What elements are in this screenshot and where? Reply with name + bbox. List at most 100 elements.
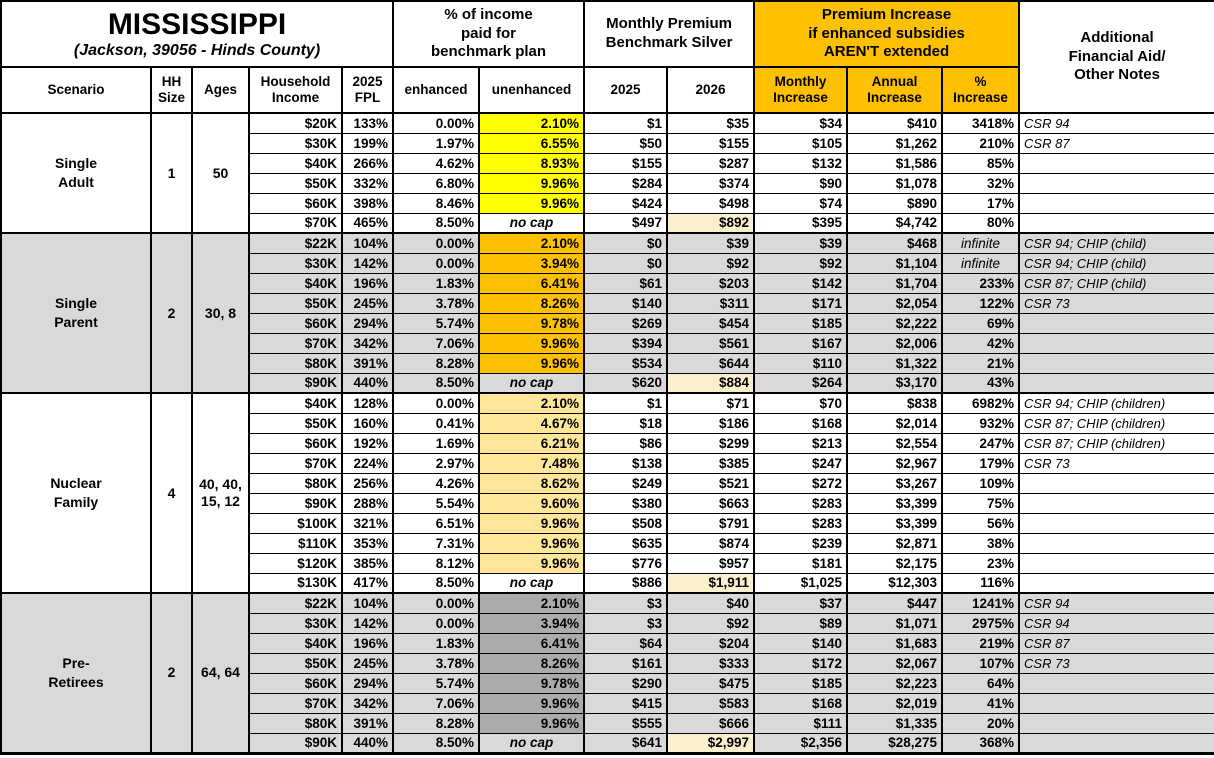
cell-household-income: $80K xyxy=(248,352,343,374)
cell-unenhanced-pct: 2.10% xyxy=(478,112,586,134)
cell-enhanced-pct: 5.74% xyxy=(392,312,481,334)
cell-pct-increase: 42% xyxy=(941,332,1021,354)
cell-pct-increase: 107% xyxy=(941,652,1021,674)
cell-monthly-increase: $2,356 xyxy=(753,732,849,754)
table-row: Single Adult 1 50 $20K 133% 0.00% 2.10% $1 $35 $3… xyxy=(0,112,1214,234)
hh-size-cell: 2 xyxy=(150,592,193,754)
cell-enhanced-pct: 8.50% xyxy=(392,732,481,754)
cell-premium-2026: $39 xyxy=(666,232,756,254)
cell-pct-increase: 109% xyxy=(941,472,1021,494)
cell-enhanced-pct: 7.31% xyxy=(392,532,481,554)
cell-fpl: 142% xyxy=(340,612,395,634)
cell-unenhanced-pct: 9.96% xyxy=(478,332,586,354)
cell-premium-2026: $521 xyxy=(666,472,756,494)
cell-monthly-increase: $37 xyxy=(753,592,849,614)
cell-household-income: $70K xyxy=(248,692,343,714)
col-scenario: Scenario xyxy=(0,66,152,114)
table-row: $60K 192% 1.69% 6.21% $86 $299 $213 $2,554 247% C… xyxy=(1,432,1214,454)
cell-premium-2025: $0 xyxy=(583,232,669,254)
cell-annual-increase: $1,262 xyxy=(846,132,944,154)
cell-monthly-increase: $90 xyxy=(753,172,849,194)
cell-premium-2025: $155 xyxy=(583,152,669,174)
cell-premium-2026: $561 xyxy=(666,332,756,354)
cell-fpl: 321% xyxy=(340,512,395,534)
cell-enhanced-pct: 3.78% xyxy=(392,292,481,314)
cell-enhanced-pct: 0.00% xyxy=(392,252,481,274)
cell-notes: CSR 94; CHIP (child) xyxy=(1018,232,1214,254)
cell-notes xyxy=(1018,672,1214,694)
cell-enhanced-pct: 8.50% xyxy=(392,212,481,234)
ages-cell: 50 xyxy=(191,112,250,234)
cell-household-income: $120K xyxy=(248,552,343,574)
group-monthly-premium: Monthly Premium Benchmark Silver xyxy=(583,0,756,68)
cell-unenhanced-pct: 3.94% xyxy=(478,252,586,274)
cell-premium-2025: $86 xyxy=(583,432,669,454)
cell-household-income: $50K xyxy=(248,412,343,434)
cell-premium-2026: $475 xyxy=(666,672,756,694)
cell-household-income: $22K xyxy=(248,232,343,254)
cell-fpl: 224% xyxy=(340,452,395,474)
cell-pct-increase: 247% xyxy=(941,432,1021,454)
cell-unenhanced-pct: 3.94% xyxy=(478,612,586,634)
cell-premium-2025: $140 xyxy=(583,292,669,314)
cell-unenhanced-pct: no cap xyxy=(478,212,586,234)
col-premium-2026: 2026 xyxy=(666,66,756,114)
cell-household-income: $60K xyxy=(248,192,343,214)
table-row: $30K 142% 0.00% 3.94% $3 $92 $89 $1,071 2975% CSR… xyxy=(1,612,1214,634)
cell-notes: CSR 73 xyxy=(1018,652,1214,674)
cell-fpl: 266% xyxy=(340,152,395,174)
cell-pct-increase: 368% xyxy=(941,732,1021,754)
cell-annual-increase: $2,006 xyxy=(846,332,944,354)
cell-premium-2025: $620 xyxy=(583,372,669,394)
cell-monthly-increase: $239 xyxy=(753,532,849,554)
cell-premium-2026: $791 xyxy=(666,512,756,534)
table-row: Nuclear Family 4 40, 40, 15, 12 $40K 128% 0.0… xyxy=(0,392,1214,594)
scenario-cell: Nuclear Family xyxy=(0,392,152,594)
cell-enhanced-pct: 1.69% xyxy=(392,432,481,454)
cell-annual-increase: $2,871 xyxy=(846,532,944,554)
cell-notes: CSR 94; CHIP (children) xyxy=(1018,392,1214,414)
cell-monthly-increase: $140 xyxy=(753,632,849,654)
cell-premium-2025: $641 xyxy=(583,732,669,754)
cell-enhanced-pct: 8.50% xyxy=(392,572,481,594)
cell-premium-2025: $249 xyxy=(583,472,669,494)
cell-pct-increase: 38% xyxy=(941,532,1021,554)
table-row: $40K 196% 1.83% 6.41% $64 $204 $140 $1,683 219% C… xyxy=(1,632,1214,654)
scenario-cell: Pre- Retirees xyxy=(0,592,152,754)
group-premium-increase: Premium Increase if enhanced subsidies A… xyxy=(753,0,1021,68)
cell-fpl: 245% xyxy=(340,652,395,674)
cell-premium-2025: $161 xyxy=(583,652,669,674)
table-row: $60K 294% 5.74% 9.78% $269 $454 $185 $2,222 69% xyxy=(1,312,1214,334)
cell-notes: CSR 87; CHIP (children) xyxy=(1018,412,1214,434)
cell-premium-2026: $186 xyxy=(666,412,756,434)
cell-household-income: $130K xyxy=(248,572,343,594)
cell-enhanced-pct: 2.97% xyxy=(392,452,481,474)
cell-household-income: $70K xyxy=(248,452,343,474)
cell-annual-increase: $2,019 xyxy=(846,692,944,714)
cell-annual-increase: $1,104 xyxy=(846,252,944,274)
cell-monthly-increase: $283 xyxy=(753,512,849,534)
cell-premium-2025: $0 xyxy=(583,252,669,274)
cell-fpl: 294% xyxy=(340,312,395,334)
table-row: $70K 342% 7.06% 9.96% $394 $561 $167 $2,006 42% xyxy=(1,332,1214,354)
cell-household-income: $40K xyxy=(248,272,343,294)
cell-enhanced-pct: 7.06% xyxy=(392,692,481,714)
cell-unenhanced-pct: 9.96% xyxy=(478,512,586,534)
cell-premium-2026: $957 xyxy=(666,552,756,574)
table-row: $50K 245% 3.78% 8.26% $161 $333 $172 $2,067 107%… xyxy=(1,652,1214,674)
cell-premium-2025: $555 xyxy=(583,712,669,734)
cell-monthly-increase: $213 xyxy=(753,432,849,454)
cell-monthly-increase: $395 xyxy=(753,212,849,234)
cell-annual-increase: $4,742 xyxy=(846,212,944,234)
cell-notes: CSR 73 xyxy=(1018,452,1214,474)
ages-cell: 30, 8 xyxy=(191,232,250,394)
cell-annual-increase: $2,967 xyxy=(846,452,944,474)
cell-unenhanced-pct: 9.96% xyxy=(478,172,586,194)
cell-premium-2025: $394 xyxy=(583,332,669,354)
cell-pct-increase: 23% xyxy=(941,552,1021,574)
cell-annual-increase: $447 xyxy=(846,592,944,614)
hh-size-cell: 4 xyxy=(150,392,193,594)
cell-premium-2026: $40 xyxy=(666,592,756,614)
cell-unenhanced-pct: 4.67% xyxy=(478,412,586,434)
cell-enhanced-pct: 1.83% xyxy=(392,632,481,654)
